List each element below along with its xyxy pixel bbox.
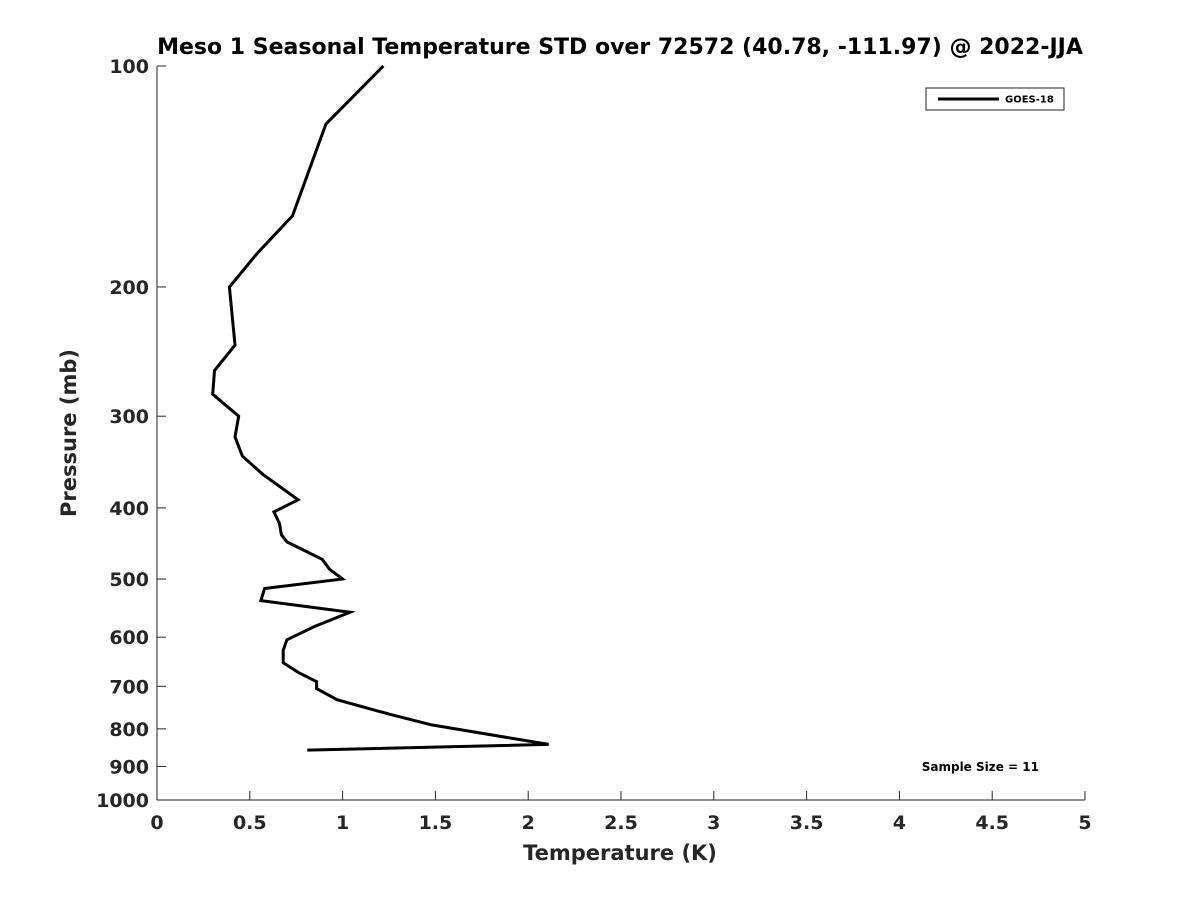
x-tick-label: 2.5 [604, 812, 638, 834]
x-axis-title: Temperature (K) [523, 841, 717, 865]
y-tick-label: 900 [109, 756, 149, 778]
legend: GOES-18 [925, 87, 1065, 111]
x-axis-ticks: 0 0.5 1 1.5 2 2.5 3 3.5 4 4.5 5 [150, 791, 1092, 834]
x-tick-label: 0.5 [233, 812, 267, 834]
x-tick-label: 0 [150, 812, 163, 834]
y-tick-label: 500 [109, 569, 149, 591]
y-tick-label: 700 [109, 676, 149, 698]
x-tick-label: 3.5 [790, 812, 824, 834]
y-axis-ticks: 100 200 300 400 500 600 700 800 900 1000 [96, 56, 166, 812]
plot-area [157, 66, 1085, 800]
sample-size-annotation: Sample Size = 11 [922, 760, 1039, 774]
x-tick-label: 4 [893, 812, 906, 834]
y-tick-label: 800 [109, 719, 149, 741]
y-tick-label: 400 [109, 498, 149, 520]
y-tick-label: 300 [109, 406, 149, 428]
x-tick-label: 4.5 [975, 812, 1009, 834]
y-tick-label: 200 [109, 277, 149, 299]
y-axis-title: Pressure (mb) [57, 349, 81, 517]
series-layer [211, 64, 549, 752]
x-tick-label: 1.5 [419, 812, 453, 834]
x-tick-label: 5 [1078, 812, 1091, 834]
y-tick-label: 1000 [96, 790, 149, 812]
y-tick-label: 100 [109, 56, 149, 78]
x-tick-label: 2 [522, 812, 535, 834]
x-tick-label: 1 [336, 812, 349, 834]
series-line-goes-18 [211, 64, 549, 752]
y-tick-label: 600 [109, 627, 149, 649]
x-tick-label: 3 [707, 812, 720, 834]
chart-title: Meso 1 Seasonal Temperature STD over 725… [157, 35, 1083, 60]
legend-series-label: GOES-18 [1005, 95, 1054, 106]
